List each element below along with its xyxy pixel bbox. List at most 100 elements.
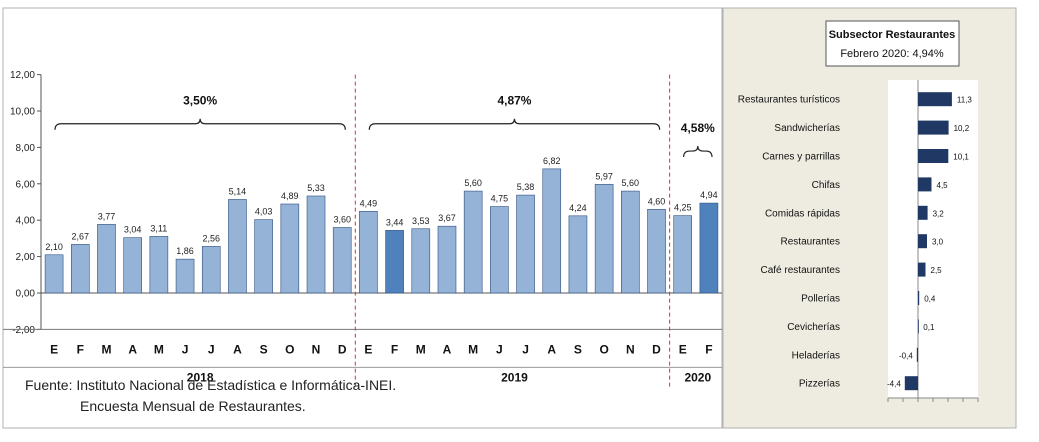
bar [201,246,221,294]
bar [621,190,640,294]
subsector-bar [918,291,920,305]
bar-value-label: 4,25 [674,203,692,213]
bar [70,244,90,294]
subsector-subtitle: Febrero 2020: 4,94% [840,48,944,60]
subsector-category-label: Cevicherías [787,322,840,333]
bar [175,258,195,294]
subsector-title: Subsector Restaurantes [829,29,956,41]
year-average-label: 4,58% [681,121,715,135]
year-label: 2019 [501,370,528,384]
month-label: N [626,342,635,356]
bar [44,254,64,294]
year-average-label: 3,50% [183,94,217,108]
bar [568,215,588,294]
subsector-category-label: Pollerías [801,294,840,305]
month-label: E [50,342,58,356]
month-label: O [599,342,608,356]
bar [594,184,614,294]
subsector-bar [918,92,952,107]
month-label: F [391,342,398,356]
bar-value-label: 3,60 [333,214,351,224]
bar-value-label: 5,38 [517,182,535,192]
year-label: 2018 [187,370,214,384]
month-label: F [77,342,84,356]
bar [385,230,404,294]
bar [306,195,326,294]
subsector-bar [918,177,932,192]
subsector-bar [918,234,927,249]
source-line-2: Encuesta Mensual de Restaurantes. [80,398,306,414]
month-label: M [101,342,111,356]
bar [228,199,247,294]
month-label: E [364,342,372,356]
bar-value-label: 5,60 [464,178,482,188]
subsector-title-box [825,20,960,67]
y-tick-label: 8,00 [16,143,36,154]
month-label: D [652,342,661,356]
bar-value-label: 5,14 [229,186,247,196]
y-tick-label: 2,00 [16,252,36,263]
year-brace [683,146,713,158]
bar-value-label: 5,33 [307,183,325,193]
bar-value-label: 3,11 [150,223,167,233]
subsector-category-label: Restaurantes [781,237,840,248]
y-tick-label: 0,00 [16,289,36,300]
bar [149,236,169,294]
month-label: J [208,342,215,356]
bar-value-label: 2,10 [45,242,63,252]
month-label: O [285,342,294,356]
subsector-value-label: 2,5 [931,266,943,275]
bar-value-label: 5,97 [595,171,613,181]
bar-value-label: 4,49 [360,198,378,208]
y-tick-label: -2,00 [12,325,35,336]
bar [647,208,666,294]
bar-value-label: 1,86 [176,246,194,256]
bar-value-label: 4,89 [281,191,299,201]
bar-value-label: 3,44 [386,217,404,227]
bar-value-label: 3,67 [438,213,456,223]
subsector-value-label: 0,1 [923,323,935,332]
month-label: A [233,342,242,356]
bar [463,190,483,294]
bar [411,228,431,294]
month-label: F [705,342,712,356]
y-tick-label: 6,00 [16,179,36,190]
bar [699,202,719,294]
month-label: S [574,342,582,356]
subsector-bar [918,120,949,135]
bar [97,224,116,294]
subsector-value-label: -0,4 [899,351,913,360]
bar-value-label: 4,60 [648,196,666,206]
bar [437,225,457,294]
subsector-bar [918,149,949,163]
month-label: J [496,342,503,356]
bar [516,194,535,294]
subsector-bar [904,376,918,391]
subsector-bar [916,347,918,362]
subsector-category-label: Restaurantes turísticos [738,95,840,106]
month-label: A [443,342,452,356]
bar-value-label: 3,04 [124,225,142,235]
month-label: A [128,342,137,356]
subsector-value-label: 10,1 [953,153,969,162]
subsector-value-label: -4,4 [887,380,901,389]
subsector-category-label: Pizzerías [799,379,840,390]
subsector-category-label: Café restaurantes [761,265,841,276]
month-label: M [416,342,426,356]
subsector-category-label: Heladerías [792,350,840,361]
year-label: 2020 [684,370,711,384]
bar [280,203,300,294]
subsector-value-label: 10,2 [954,124,970,133]
bar-value-label: 4,24 [569,203,587,213]
bar [673,215,693,294]
bar [542,168,562,294]
subsector-bar [918,319,919,334]
subsector-category-label: Sandwicherías [774,123,840,134]
bar-value-label: 3,77 [98,211,116,221]
source-line-1: Fuente: Instituto Nacional de Estadístic… [25,377,397,393]
month-label: M [468,342,478,356]
subsector-value-label: 3,0 [932,238,944,247]
bar-value-label: 5,60 [622,178,640,188]
